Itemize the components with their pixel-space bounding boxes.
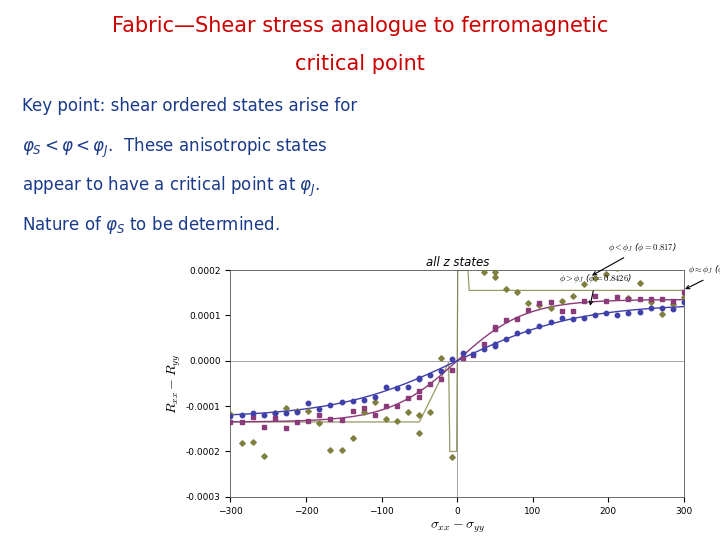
Text: $\varphi_S < \varphi < \varphi_J$.  These anisotropic states: $\varphi_S < \varphi < \varphi_J$. These… [22,136,328,160]
Title: all z states: all z states [426,256,489,269]
Text: $\phi \approx \phi_J$ ($\phi = 0.8318$): $\phi \approx \phi_J$ ($\phi = 0.8318$) [686,264,720,289]
Text: Nature of $\varphi_S$ to be determined.: Nature of $\varphi_S$ to be determined. [22,214,279,236]
X-axis label: $\sigma_{xx}-\sigma_{yy}$: $\sigma_{xx}-\sigma_{yy}$ [430,521,485,535]
Y-axis label: $R_{xx}-R_{yy}$: $R_{xx}-R_{yy}$ [166,353,183,414]
Text: appear to have a critical point at $\varphi_J$.: appear to have a critical point at $\var… [22,175,320,199]
Text: critical point: critical point [295,54,425,74]
Text: $\phi > \phi_J$ ($\phi = 0.8426$): $\phi > \phi_J$ ($\phi = 0.8426$) [559,272,632,305]
Text: $\phi < \phi_J$ ($\phi = 0.817$): $\phi < \phi_J$ ($\phi = 0.817$) [593,241,678,275]
Text: Key point: shear ordered states arise for: Key point: shear ordered states arise fo… [22,97,357,115]
Text: Fabric—Shear stress analogue to ferromagnetic: Fabric—Shear stress analogue to ferromag… [112,16,608,36]
